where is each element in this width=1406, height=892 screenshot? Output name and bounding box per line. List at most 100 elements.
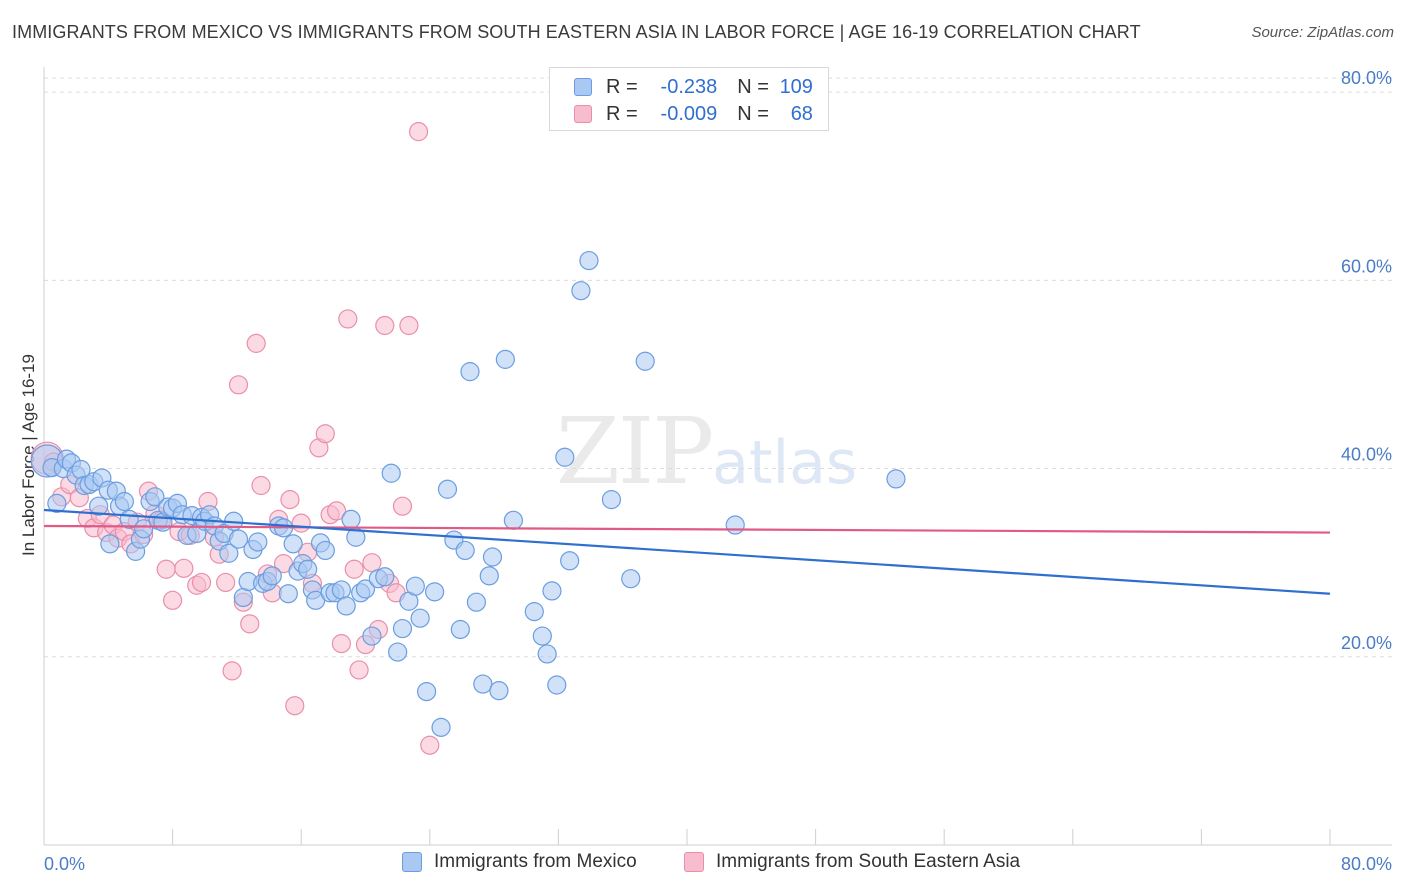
sea-point [191, 572, 212, 593]
mexico-point [89, 496, 109, 516]
series-legend: Immigrants from Mexico Immigrants from S… [0, 851, 1406, 877]
legend-sea-label: Immigrants from South Eastern Asia [716, 851, 1021, 872]
mexico-point [100, 534, 120, 554]
sea-point [315, 424, 335, 444]
mexico-point [635, 351, 655, 371]
mexico-point [489, 681, 509, 701]
mexico-point [114, 491, 134, 512]
mexico-point [431, 717, 451, 737]
sea-point [280, 490, 300, 510]
sea-point [251, 475, 271, 496]
mexico-point [466, 592, 487, 612]
mexico-point [547, 675, 567, 695]
sea-point [408, 122, 429, 142]
series-mexico-points [30, 250, 906, 737]
sea-point [285, 696, 305, 716]
mexico-point [537, 644, 557, 664]
mexico-point [355, 579, 376, 599]
mexico-point [298, 559, 318, 579]
mexico-trend-line [43, 508, 1331, 595]
y-tick-label: 60.0% [1341, 256, 1392, 276]
sea-r-label: R = [606, 102, 638, 125]
mexico-point [416, 681, 437, 702]
mexico-point [571, 281, 591, 301]
series-sea-points [30, 122, 440, 755]
sea-point [246, 333, 266, 353]
mexico-point [228, 529, 249, 549]
mexico-point [579, 250, 599, 271]
mexico-point [437, 479, 458, 499]
chart-title: IMMIGRANTS FROM MEXICO VS IMMIGRANTS FRO… [12, 22, 1141, 42]
sea-point [362, 553, 382, 573]
y-tick-label: 80.0% [1341, 68, 1392, 88]
sea-point [326, 501, 347, 521]
mexico-n-value: 109 [779, 75, 813, 98]
trend-lines [43, 508, 1331, 595]
legend-item-mexico[interactable]: Immigrants from Mexico [402, 851, 637, 873]
y-tick-label: 40.0% [1341, 445, 1392, 465]
mexico-point [233, 587, 253, 608]
y-tick-label: 20.0% [1341, 633, 1392, 653]
sea-point [163, 590, 183, 610]
mexico-n-label: N = [737, 75, 769, 98]
y-tick-labels: 20.0% 40.0% 60.0% 80.0% [1341, 68, 1392, 653]
sea-point [331, 634, 351, 654]
sea-r-value: -0.009 [660, 102, 718, 125]
mexico-point [542, 581, 562, 601]
mexico-point [362, 626, 382, 646]
source-label: Source: ZipAtlas.com [1251, 24, 1394, 41]
y-axis-label: In Labor Force | Age 16-19 [19, 354, 38, 556]
sea-swatch [574, 105, 592, 123]
mexico-point [479, 566, 499, 586]
gridlines [44, 77, 1392, 658]
mexico-point [495, 349, 515, 369]
mexico-point [341, 509, 361, 529]
sea-point [222, 661, 242, 681]
sea-point [349, 660, 369, 680]
mexico-point [450, 619, 470, 640]
mexico-point [503, 510, 523, 530]
mexico-point [388, 642, 408, 662]
mexico-point [886, 469, 906, 489]
sea-point [420, 735, 440, 755]
x-tick-label-max: 80.0% [1341, 854, 1392, 874]
sea-point [291, 513, 311, 533]
sea-point [344, 559, 364, 579]
mexico-point [524, 602, 544, 622]
stats-legend-row-mexico: R = -0.238 N = 109 [574, 74, 813, 100]
mexico-point [473, 674, 493, 694]
mexico-point [315, 540, 335, 561]
sea-trend-line [43, 524, 1331, 534]
mexico-point [262, 566, 282, 586]
mexico-swatch [574, 78, 592, 96]
sea-point [399, 315, 419, 336]
legend-item-sea[interactable]: Immigrants from South Eastern Asia [684, 851, 1020, 873]
watermark-atlas: atlas [712, 428, 858, 498]
mexico-point [405, 576, 425, 596]
mexico-point [331, 580, 351, 600]
mexico-point [460, 362, 480, 382]
mexico-point [219, 543, 239, 563]
mexico-point [47, 493, 67, 513]
x-tick-label-min: 0.0% [44, 854, 85, 874]
axes [43, 67, 1392, 846]
stats-legend: R = -0.238 N = 109 R = -0.009 N = 68 [549, 67, 829, 131]
sea-point [338, 309, 358, 329]
mexico-point [560, 551, 580, 571]
mexico-point [375, 567, 395, 587]
mexico-point [482, 547, 503, 567]
mexico-point [410, 608, 430, 628]
sea-point [216, 572, 236, 593]
mexico-point [532, 626, 552, 646]
mexico-point [392, 618, 413, 639]
legend-sea-swatch [684, 852, 704, 872]
legend-mexico-label: Immigrants from Mexico [434, 851, 637, 872]
sea-point [156, 559, 176, 579]
watermark: ZIPatlas [556, 398, 857, 505]
sea-point [375, 315, 395, 336]
sea-point [174, 558, 194, 578]
mexico-point [278, 584, 298, 604]
mexico-point [145, 487, 165, 507]
sea-point [392, 496, 413, 516]
